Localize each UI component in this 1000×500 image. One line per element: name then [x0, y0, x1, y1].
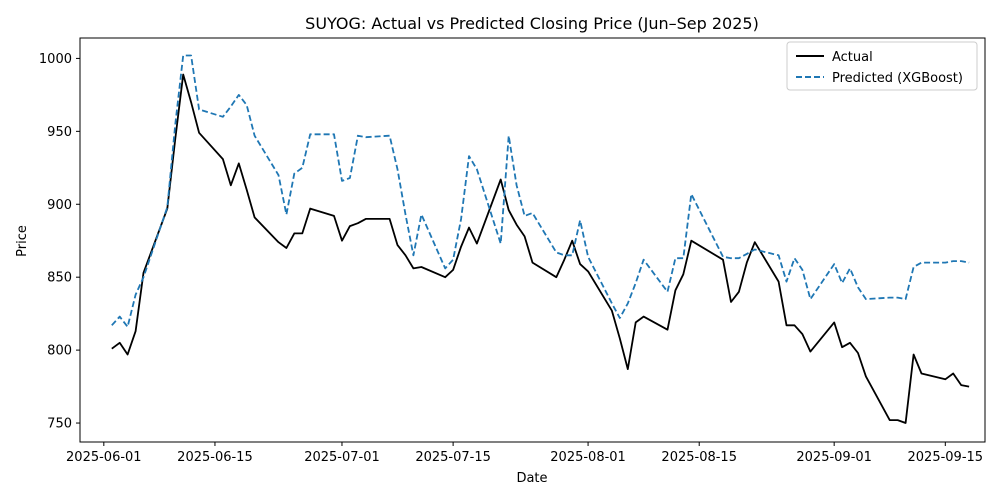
x-tick-label: 2025-09-01 — [796, 450, 872, 465]
legend-label-predicted: Predicted (XGBoost) — [832, 71, 963, 86]
x-tick-label: 2025-06-01 — [66, 450, 142, 465]
x-tick-label: 2025-07-01 — [304, 450, 380, 465]
y-tick-label: 900 — [47, 198, 72, 213]
legend-label-actual: Actual — [832, 50, 873, 65]
y-tick-label: 1000 — [39, 52, 72, 67]
x-tick-label: 2025-08-15 — [661, 450, 737, 465]
legend-box — [786, 41, 978, 91]
x-tick-label: 2025-08-01 — [550, 450, 626, 465]
axes: 2025-06-01 2025-06-15 2025-07-01 2025-07-15… — [39, 37, 986, 465]
x-tick-label: 2025-07-15 — [415, 450, 491, 465]
x-axis-label: Date — [516, 471, 547, 486]
predicted-series-line — [111, 54, 970, 328]
axes-frame — [79, 37, 986, 443]
x-tick-label: 2025-09-15 — [908, 450, 984, 465]
y-tick-label: 800 — [47, 344, 72, 359]
y-tick-label: 850 — [47, 271, 72, 286]
plot-area — [111, 54, 970, 424]
y-tick-label: 950 — [47, 125, 72, 140]
y-axis-label: Price — [15, 225, 30, 257]
actual-series-line — [111, 73, 970, 424]
legend: Actual Predicted (XGBoost) — [786, 41, 978, 91]
y-tick-label: 750 — [47, 417, 72, 432]
chart-title: SUYOG: Actual vs Predicted Closing Price… — [305, 14, 759, 33]
x-tick-label: 2025-06-15 — [177, 450, 253, 465]
